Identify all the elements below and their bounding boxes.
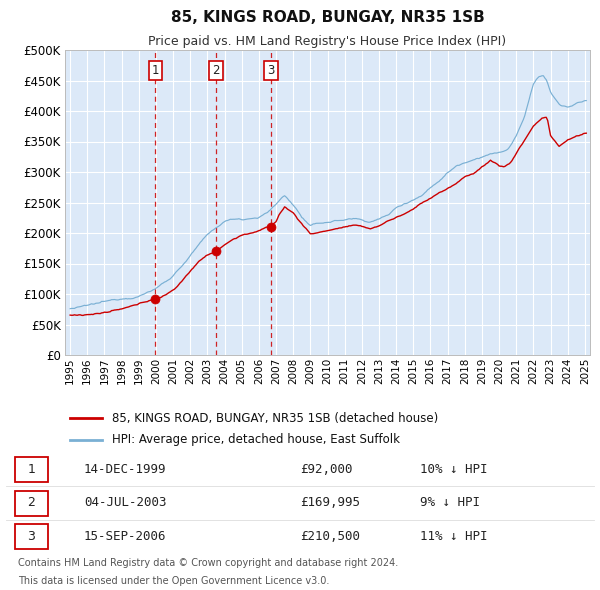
FancyBboxPatch shape xyxy=(15,524,48,549)
Text: 2: 2 xyxy=(212,64,220,77)
Text: 3: 3 xyxy=(268,64,275,77)
Text: 15-SEP-2006: 15-SEP-2006 xyxy=(84,530,167,543)
Text: 14-DEC-1999: 14-DEC-1999 xyxy=(84,463,167,476)
Text: This data is licensed under the Open Government Licence v3.0.: This data is licensed under the Open Gov… xyxy=(18,576,329,586)
Text: £92,000: £92,000 xyxy=(300,463,353,476)
Text: 1: 1 xyxy=(28,463,35,476)
Text: 3: 3 xyxy=(28,530,35,543)
Text: 85, KINGS ROAD, BUNGAY, NR35 1SB (detached house): 85, KINGS ROAD, BUNGAY, NR35 1SB (detach… xyxy=(112,412,439,425)
Text: 85, KINGS ROAD, BUNGAY, NR35 1SB: 85, KINGS ROAD, BUNGAY, NR35 1SB xyxy=(170,10,484,25)
Text: 11% ↓ HPI: 11% ↓ HPI xyxy=(420,530,487,543)
Text: 1: 1 xyxy=(151,64,159,77)
Text: £210,500: £210,500 xyxy=(300,530,360,543)
FancyBboxPatch shape xyxy=(15,490,48,516)
Text: 2: 2 xyxy=(28,497,35,510)
Text: HPI: Average price, detached house, East Suffolk: HPI: Average price, detached house, East… xyxy=(112,433,400,446)
Text: Price paid vs. HM Land Registry's House Price Index (HPI): Price paid vs. HM Land Registry's House … xyxy=(148,34,506,48)
Text: 9% ↓ HPI: 9% ↓ HPI xyxy=(420,497,480,510)
Text: 10% ↓ HPI: 10% ↓ HPI xyxy=(420,463,487,476)
Text: 04-JUL-2003: 04-JUL-2003 xyxy=(84,497,167,510)
Text: £169,995: £169,995 xyxy=(300,497,360,510)
Text: Contains HM Land Registry data © Crown copyright and database right 2024.: Contains HM Land Registry data © Crown c… xyxy=(18,558,398,568)
FancyBboxPatch shape xyxy=(15,457,48,482)
